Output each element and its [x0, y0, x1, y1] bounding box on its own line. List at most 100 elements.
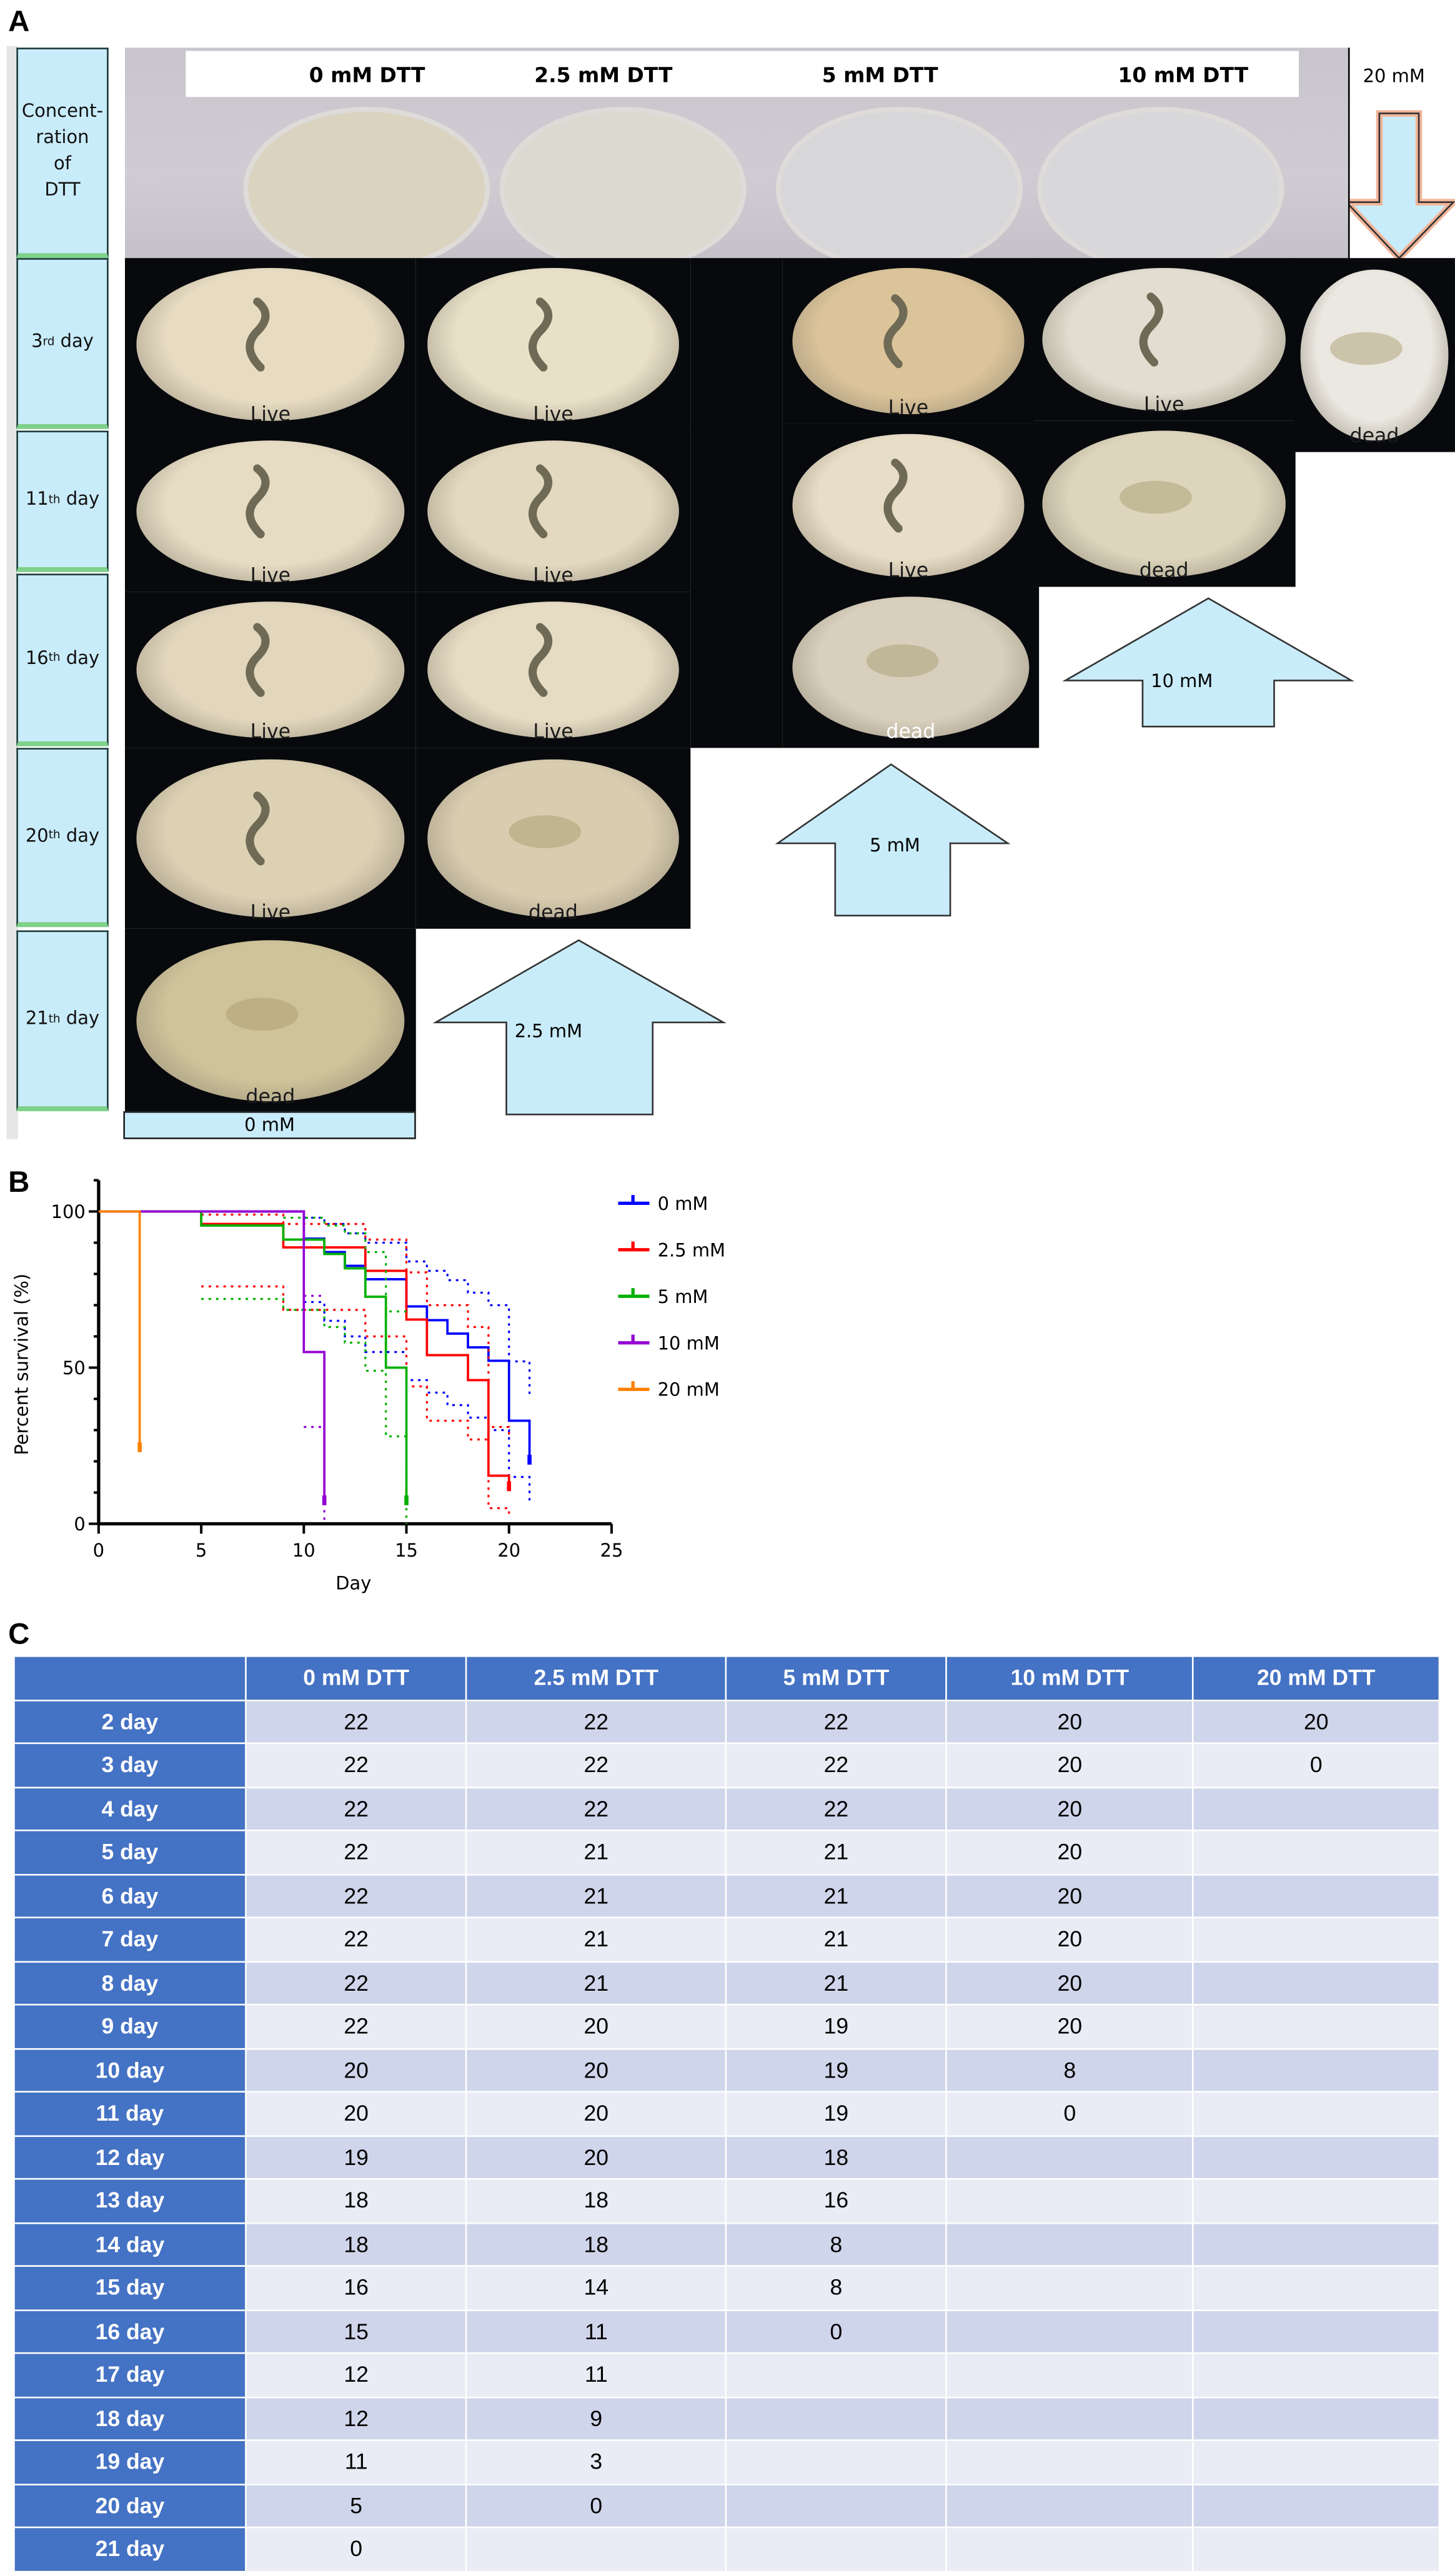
table-row: 18 day 12 9 [14, 2397, 1439, 2440]
table-cell: 20 [1193, 1700, 1439, 1743]
worm-photo: dead [1032, 420, 1296, 587]
left-strip [6, 46, 18, 1139]
legend-item-20-mM: 20 mM [618, 1379, 720, 1400]
up-arrow-icon [775, 763, 1011, 917]
survival-count-table: 0 mM DTT 2.5 mM DTT 5 mM DTT 10 mM DTT 20 mM… [13, 1655, 1440, 2572]
row-header: 13 day [14, 2179, 246, 2222]
table-cell: 21 [467, 1961, 725, 2004]
worm-photo: Live [125, 430, 416, 592]
up-arrow-icon [432, 939, 727, 1116]
chart-marks [98, 1210, 532, 1524]
x-tick-label: 25 [600, 1540, 623, 1561]
table-cell [1193, 2397, 1439, 2440]
table-row: 9 day 22 20 19 20 [14, 2005, 1439, 2048]
row-header: 21 day [14, 2528, 246, 2570]
chart-legend: 0 mM 2.5 mM 5 mM 10 mM 20 mM [618, 1193, 725, 1400]
table-row: 19 day 11 3 [14, 2440, 1439, 2484]
worm-photo: Live [1032, 258, 1296, 421]
legend-label: 10 mM [658, 1332, 720, 1354]
table-cell [727, 2354, 946, 2396]
table-cell: 20 [947, 1787, 1193, 1830]
table-cell [947, 2310, 1193, 2352]
table-cell [947, 2354, 1193, 2396]
microscope-field [1300, 269, 1449, 441]
x-tick-label: 15 [395, 1540, 418, 1561]
plate-title-0mm: 0 mM DTT [309, 62, 425, 87]
plate-title-5mm: 5 mM DTT [822, 62, 938, 87]
table-cell: 12 [246, 2397, 466, 2440]
worm-photo: dead [415, 748, 691, 929]
day-word: day [60, 646, 100, 668]
row-header: 14 day [14, 2223, 246, 2266]
label-0mm: 0 mM [123, 1111, 416, 1139]
arrow-label-20mm: 20 mM [1363, 66, 1425, 87]
chart-axes: 0 50 100 0 5 10 15 20 25 [51, 1179, 623, 1561]
plate-title-2-5mm: 2.5 mM DTT [534, 62, 673, 87]
row-header: 4 day [14, 1787, 246, 1830]
ci-lower-10-mM [304, 1425, 325, 1524]
microscope-field [136, 268, 405, 420]
worm-status-label: dead [1349, 424, 1399, 447]
day-word: day [60, 488, 100, 510]
table-cell [1193, 1918, 1439, 1961]
row-header: 19 day [14, 2440, 246, 2484]
table-cell [1193, 1961, 1439, 2004]
table-cell [1193, 2093, 1439, 2135]
table-cell: 19 [246, 2136, 466, 2178]
panel-c-label: C [8, 1617, 30, 1651]
row-header: 6 day [14, 1875, 246, 1917]
worm-status-label: Live [533, 563, 574, 587]
worm-status-label: Live [250, 563, 291, 587]
table-cell: 20 [246, 2049, 466, 2091]
table-cell: 22 [246, 1787, 466, 1830]
worm-status-label: Live [888, 396, 929, 420]
table-cell: 20 [947, 1875, 1193, 1917]
table-cell [727, 2484, 946, 2527]
worm-photo: Live [415, 592, 691, 748]
table-cell: 20 [947, 1961, 1193, 2004]
table-row: 13 day 18 18 16 [14, 2179, 1439, 2222]
table-cell [1193, 2049, 1439, 2091]
microscope-field [136, 440, 405, 582]
down-arrow-icon [1349, 110, 1455, 262]
table-cell [1193, 2528, 1439, 2570]
table-cell: 0 [246, 2528, 466, 2570]
day-number: 3 [31, 330, 43, 352]
legend-label: 20 mM [658, 1379, 720, 1400]
live-worm-icon [883, 294, 908, 369]
table-cell: 15 [246, 2310, 466, 2352]
row-header: 3 day [14, 1744, 246, 1786]
table-cell [947, 2223, 1193, 2266]
worm-photo: Live [125, 258, 416, 431]
row-header: 10 day [14, 2049, 246, 2091]
table-cell: 8 [727, 2266, 946, 2309]
table-cell: 22 [467, 1700, 725, 1743]
table-cell: 22 [727, 1744, 946, 1786]
day-suffix: th [48, 829, 61, 843]
table-cell: 18 [727, 2136, 946, 2178]
plate-title-bar: 0 mM DTT 2.5 mM DTT 5 mM DTT 10 mM DTT [186, 51, 1299, 97]
table-cell: 0 [947, 2093, 1193, 2135]
ci-lower-2-5-mM [201, 1285, 510, 1515]
table-row: 15 day 16 14 8 [14, 2266, 1439, 2309]
legend-item-2-5-mM: 2.5 mM [618, 1239, 725, 1261]
up-arrow-icon [1062, 597, 1355, 728]
petri-plates-photo: 0 mM DTT 2.5 mM DTT 5 mM DTT 10 mM DTT [125, 47, 1348, 260]
worm-status-label: dead [1139, 558, 1189, 582]
table-cell: 19 [727, 2049, 946, 2091]
ci-upper-5-mM [283, 1216, 407, 1313]
microscope-field [136, 939, 405, 1102]
table-cell: 12 [246, 2354, 466, 2396]
table-row: 21 day 0 [14, 2528, 1439, 2570]
survival-chart: 0 50 100 0 5 10 15 20 25 0 mM 2.5 mM 5 mM 10 mM 20 m… [11, 1179, 725, 1594]
table-cell [467, 2528, 725, 2570]
table-row: 5 day 22 21 21 20 [14, 1831, 1439, 1873]
legend-label: 0 mM [658, 1193, 708, 1214]
row-header: 9 day [14, 2005, 246, 2048]
x-axis-label: Day [335, 1573, 371, 1594]
microscope-field [136, 758, 405, 918]
table-cell [947, 2136, 1193, 2178]
table-cell: 11 [246, 2440, 466, 2484]
